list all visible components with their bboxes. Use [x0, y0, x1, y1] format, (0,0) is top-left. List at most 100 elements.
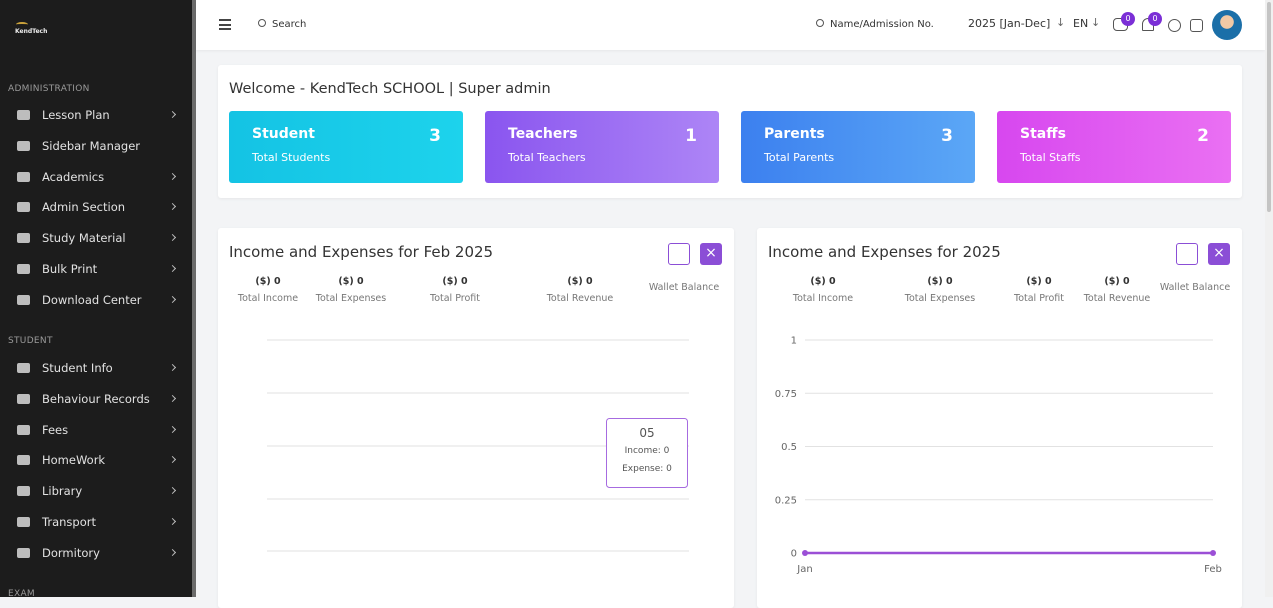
card-value: 1 [685, 126, 697, 146]
y-tick-label: 1 [791, 336, 797, 347]
stat-label: Total Revenue [546, 293, 614, 304]
card-subtitle: Total Staffs [1020, 151, 1081, 164]
x-tick-label: Feb [1204, 564, 1222, 575]
welcome-text: Welcome - KendTech SCHOOL | Super admin [229, 81, 551, 97]
stat-card[interactable]: Student Total Students 3 [229, 111, 463, 183]
stat-label: Total Profit [1014, 293, 1064, 304]
menu-item[interactable]: Admin Section [42, 200, 126, 215]
point [1210, 550, 1216, 556]
stat-card[interactable]: Teachers Total Teachers 1 [485, 111, 719, 183]
card-title: Staffs [1020, 126, 1066, 142]
session-select[interactable]: 2025 [Jan-Dec] [968, 17, 1051, 30]
menu-item[interactable]: Dormitory [42, 545, 100, 560]
stat-value: ($) 0 [810, 276, 836, 287]
menu-item[interactable]: Bulk Print [42, 262, 98, 276]
globe-icon[interactable] [1168, 19, 1181, 32]
panel [757, 228, 1242, 608]
stat-label: Total Expenses [904, 293, 976, 304]
menu-icon [17, 264, 30, 274]
stat-card[interactable]: Parents Total Parents 3 [741, 111, 975, 183]
menu-item[interactable]: Behaviour Records [42, 391, 150, 406]
menu-item[interactable]: Fees [42, 422, 69, 437]
search-icon [258, 19, 266, 27]
feb-grid [267, 339, 689, 552]
sidebar-scrollbar [192, 0, 196, 597]
menu-item[interactable]: Library [42, 484, 83, 499]
menu-item[interactable]: Sidebar Manager [42, 138, 141, 153]
report-icon[interactable] [1190, 19, 1203, 32]
avatar[interactable] [1212, 10, 1242, 40]
x-tick-label: Jan [796, 564, 812, 575]
notification-badge: 0 [1148, 12, 1162, 26]
close-button[interactable]: × [700, 243, 722, 265]
collapse-button[interactable] [1176, 243, 1198, 265]
card-value: 2 [1197, 126, 1209, 146]
admission-search[interactable]: Name/Admission No. [830, 19, 934, 30]
logo-mark [16, 22, 28, 27]
menu-icon [17, 140, 30, 151]
tooltip-income: Income: 0 [625, 446, 670, 456]
menu-icon [17, 202, 30, 213]
arrow: ↓ [1091, 16, 1101, 29]
menu-icon [17, 233, 30, 244]
section-heading: EXAM [8, 589, 35, 599]
menu-item[interactable]: Academics [42, 169, 105, 184]
card-title: Student [252, 126, 315, 142]
collapse-button[interactable] [668, 243, 690, 265]
card-subtitle: Total Students [252, 151, 331, 164]
stat-value: ($) 0 [1104, 276, 1130, 287]
card-subtitle: Total Parents [764, 151, 835, 164]
menu-icon [17, 424, 30, 435]
stat-label: Total Revenue [1083, 293, 1151, 304]
menu-icon [17, 110, 30, 120]
menu-icon [17, 517, 30, 527]
menu-item[interactable]: Download Center [42, 292, 142, 307]
menu-item[interactable]: Study Material [42, 231, 126, 246]
scroll-thumb [1267, 2, 1271, 212]
sidebar: KendTech ADMINISTRATION Lesson Plan Sideba… [0, 0, 192, 599]
stat-value: ($) 0 [567, 276, 593, 287]
stat-value: ($) 0 [338, 276, 364, 287]
y-tick-label: 0.5 [781, 442, 797, 453]
y-tick-label: 0.75 [775, 389, 797, 400]
y-tick-label: 0.25 [775, 495, 797, 506]
section-heading: STUDENT [8, 336, 53, 346]
close-button[interactable]: × [1208, 243, 1230, 265]
logo: KendTech [15, 28, 48, 35]
stat-label: Total Income [237, 293, 299, 304]
card-title: Teachers [508, 126, 578, 142]
wallet-label: Wallet Balance [1159, 282, 1231, 293]
language-select[interactable]: EN [1073, 17, 1089, 30]
menu-icon [17, 486, 30, 497]
card-title: Parents [764, 126, 825, 142]
menu-item[interactable]: Student Info [42, 361, 113, 375]
card-subtitle: Total Teachers [508, 151, 586, 164]
panel-title: Income and Expenses for 2025 [768, 243, 1001, 261]
card-value: 3 [941, 126, 953, 146]
search-input[interactable]: Search [272, 19, 307, 30]
menu-item[interactable]: Lesson Plan [42, 108, 110, 122]
stat-value: ($) 0 [255, 276, 281, 287]
menu-icon [17, 393, 30, 404]
panel-title: Income and Expenses for Feb 2025 [229, 243, 494, 261]
stat-label: Total Income [792, 293, 854, 304]
menu-icon [17, 363, 30, 373]
menu-item[interactable]: HomeWork [42, 453, 106, 468]
search-icon [816, 19, 824, 27]
arrow: ↓ [1056, 16, 1066, 29]
tooltip-title: 05 [639, 426, 654, 440]
stat-value: ($) 0 [442, 276, 468, 287]
section-heading: ADMINISTRATION [8, 84, 90, 94]
point [802, 550, 808, 556]
menu-icon [17, 547, 30, 558]
menu-item[interactable]: Transport [42, 515, 96, 529]
tooltip [606, 418, 688, 488]
menu-icon [17, 171, 30, 182]
stat-card[interactable]: Staffs Total Staffs 2 [997, 111, 1231, 183]
topbar: Search Name/Admission No. 2025 [Jan-Dec]… [196, 0, 1265, 50]
menu-toggle[interactable] [219, 19, 231, 30]
stat-value: ($) 0 [1026, 276, 1052, 287]
tooltip-expense: Expense: 0 [622, 464, 672, 474]
